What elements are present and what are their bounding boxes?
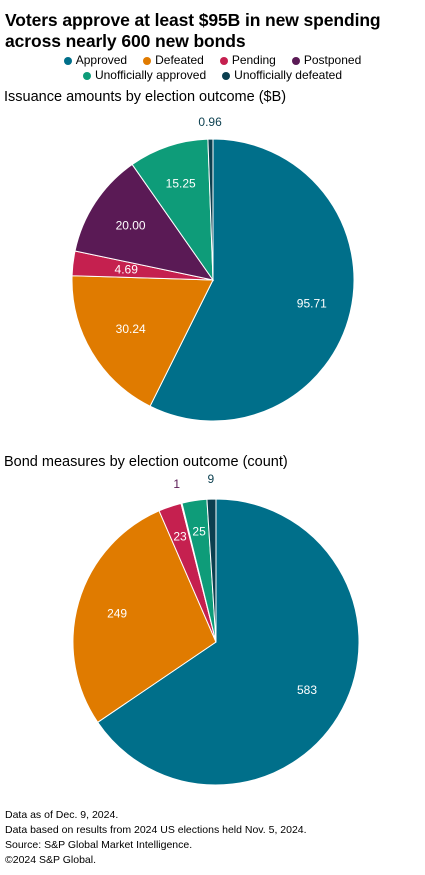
legend-label-pending: Pending	[231, 53, 276, 67]
pie-slice-postponed	[74, 163, 215, 281]
legend-item-approved: Approved	[63, 53, 128, 68]
legend-item-postponed: Postponed	[291, 53, 362, 68]
pie-chart-issuance: 95.71 30.24 4.69 20.00 15.25 0.96	[71, 115, 355, 422]
data-label-unofficially-approved: 15.25	[166, 177, 196, 191]
legend-swatch-postponed	[291, 56, 300, 65]
data-label-pending: 23	[173, 529, 187, 543]
legend: Approved Defeated Pending Postponed Unof…	[0, 53, 425, 83]
legend-item-pending: Pending	[219, 53, 276, 68]
footnote-source: Source: S&P Global Market Intelligence.	[5, 839, 193, 851]
footnote-data-basis: Data based on results from 2024 US elect…	[5, 824, 307, 836]
data-label-pending: 4.69	[115, 263, 139, 277]
pie-slice-unofficially-approved	[131, 138, 214, 282]
footnote-data-date: Data as of Dec. 9, 2024.	[5, 809, 119, 821]
legend-label-defeated: Defeated	[155, 53, 204, 67]
pie-slice-defeated	[71, 275, 214, 407]
legend-swatch-pending	[219, 56, 228, 65]
legend-row-2: Unofficially approved Unofficially defea…	[0, 68, 425, 83]
legend-label-approved: Approved	[75, 53, 128, 67]
legend-swatch-unofficially-defeated	[222, 71, 231, 80]
legend-label-unofficially-approved: Unofficially approved	[94, 68, 207, 82]
pie-title-count: Bond measures by election outcome (count…	[4, 454, 288, 470]
chart-title: Voters approve at least $95B in new spen…	[5, 10, 381, 51]
data-label-approved: 95.71	[297, 296, 327, 310]
pie-slice-approved	[97, 498, 360, 786]
pie-slice-unofficially-defeated	[207, 138, 214, 281]
legend-row-1: Approved Defeated Pending Postponed	[0, 53, 425, 68]
data-label-approved: 583	[297, 683, 317, 697]
legend-swatch-approved	[63, 56, 72, 65]
pie-title-issuance: Issuance amounts by election outcome ($B…	[4, 89, 287, 105]
legend-item-unofficially-defeated: Unofficially defeated	[222, 68, 342, 83]
legend-label-unofficially-defeated: Unofficially defeated	[234, 68, 343, 82]
legend-swatch-defeated	[143, 56, 152, 65]
pie-slice-defeated	[72, 510, 217, 724]
pie-chart-count: 583 249 23 1 25 9	[72, 474, 360, 786]
pie-slice-unofficially-defeated	[206, 498, 217, 643]
legend-swatch-unofficially-approved	[82, 71, 91, 80]
data-label-unofficially-defeated: 9	[207, 474, 214, 486]
data-label-unofficially-approved: 25	[192, 525, 206, 539]
data-label-defeated: 249	[107, 606, 127, 620]
footnote-copyright: ©2024 S&P Global.	[5, 854, 97, 866]
data-label-unofficially-defeated: 0.96	[198, 115, 222, 129]
pie-slice-approved	[149, 138, 355, 422]
data-label-defeated: 30.24	[116, 322, 146, 336]
footnotes: Data as of Dec. 9, 2024. Data based on r…	[5, 808, 307, 868]
data-label-postponed: 1	[173, 477, 180, 491]
legend-label-postponed: Postponed	[303, 53, 362, 67]
legend-item-unofficially-approved: Unofficially approved	[82, 68, 207, 83]
legend-item-defeated: Defeated	[143, 53, 204, 68]
data-label-postponed: 20.00	[116, 219, 146, 233]
